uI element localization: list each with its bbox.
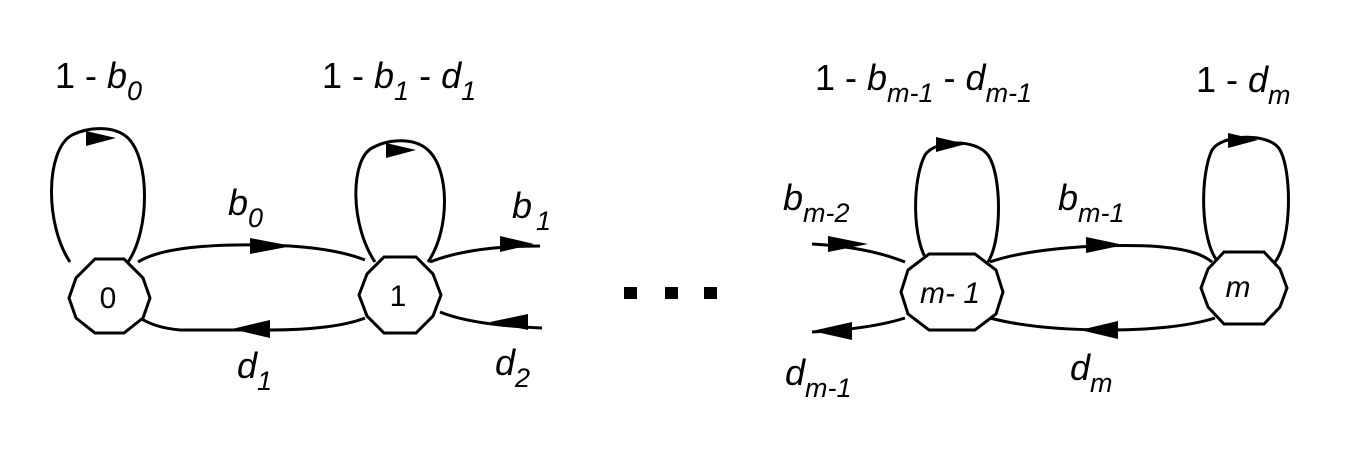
state-0-label: 0 — [100, 282, 117, 315]
label-self-loop-m-1: 1 - bm-1 - dm-1 — [815, 57, 1032, 108]
edge-2-to-1 — [439, 310, 543, 330]
self-loop-1 — [354, 139, 446, 263]
label-dm: dm — [1070, 347, 1113, 398]
state-1: 1 — [357, 255, 443, 335]
self-loop-m-1-arrowhead — [936, 137, 966, 152]
edge-m-2-to-m-1 — [811, 242, 906, 264]
self-loop-1-arrowhead — [386, 143, 416, 158]
label-bm1: bm-1 — [1058, 177, 1125, 228]
label-self-loop-0: 1 - b0 — [55, 55, 142, 106]
state-0: 0 — [67, 257, 152, 335]
state-m-1: m- 1 — [899, 252, 1005, 332]
state-1-label: 1 — [390, 280, 407, 313]
label-dm1: dm-1 — [785, 352, 852, 403]
edge-2-to-1-arrowhead — [490, 314, 528, 330]
self-loop-m — [1202, 135, 1290, 263]
label-bm2: bm-2 — [783, 177, 850, 228]
edge-1-to-2-arrowhead — [500, 236, 534, 252]
label-d1: d1 — [237, 345, 272, 396]
label-self-loop-m: 1 - dm — [1196, 59, 1291, 110]
edge-m-2-to-m-1-arrowhead — [828, 236, 868, 252]
edge-1-to-0 — [139, 316, 366, 332]
edge-1-to-0-arrowhead — [232, 320, 270, 338]
edge-m-to-m-1-arrowhead — [1080, 321, 1118, 339]
ellipsis — [624, 287, 717, 299]
edge-0-to-1-arrowhead — [250, 238, 292, 254]
state-m-1-label: m- 1 — [920, 277, 980, 310]
self-loop-0-arrowhead — [86, 131, 116, 146]
edge-1-to-2 — [429, 244, 541, 264]
self-loop-m-1 — [914, 141, 1000, 263]
state-m: m — [1199, 250, 1289, 326]
edge-m-1-to-m — [989, 244, 1213, 264]
self-loop-m-arrowhead — [1228, 133, 1258, 148]
label-b0: b0 — [228, 182, 263, 233]
state-m-label: m — [1226, 271, 1251, 304]
edge-m-1-to-m-2-arrowhead — [812, 322, 852, 340]
label-self-loop-1: 1 - b1 - d1 — [322, 55, 476, 106]
edge-m-1-to-m-arrowhead — [1086, 237, 1124, 253]
label-d2: d2 — [495, 342, 530, 393]
self-loop-0 — [50, 127, 146, 263]
